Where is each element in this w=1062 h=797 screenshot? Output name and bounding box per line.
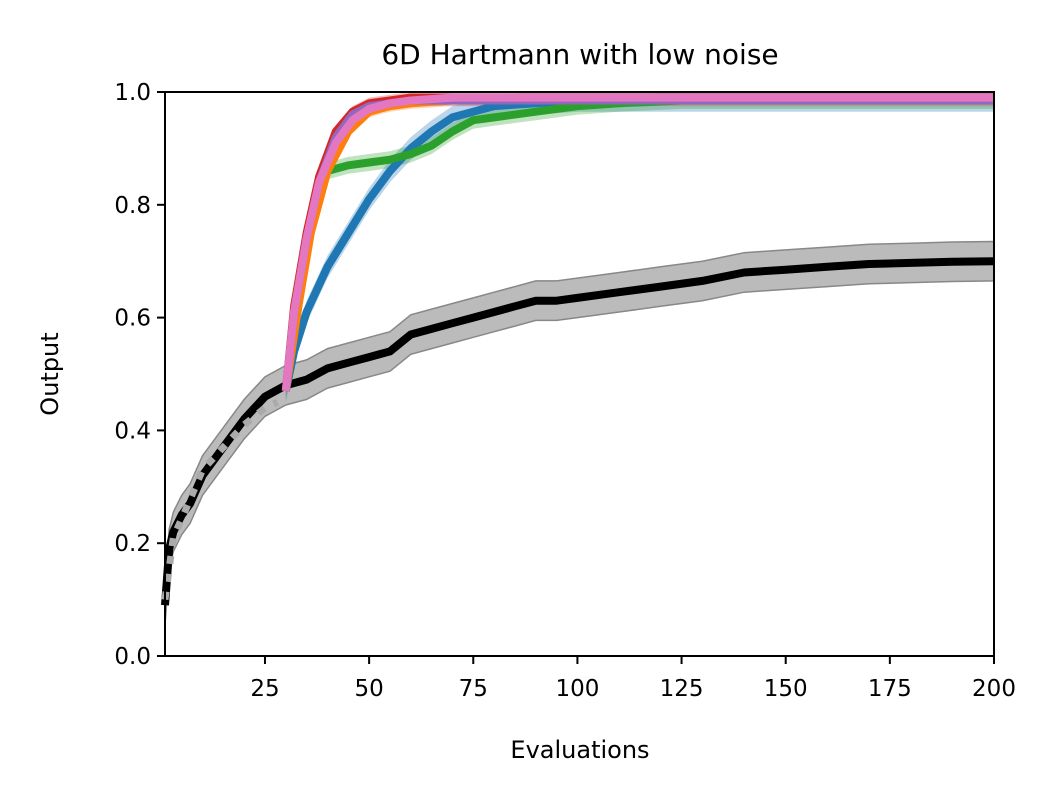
x-axis-label: Evaluations xyxy=(510,736,649,764)
x-tick-label: 150 xyxy=(764,676,808,702)
x-tick-label: 125 xyxy=(660,676,704,702)
x-tick-label: 50 xyxy=(354,676,383,702)
y-tick-label: 0.4 xyxy=(114,418,151,444)
chart-title: 6D Hartmann with low noise xyxy=(381,38,778,71)
line-pink xyxy=(281,93,994,392)
y-tick-label: 0.0 xyxy=(114,644,151,670)
y-tick-label: 0.2 xyxy=(114,531,151,557)
y-tick-label: 0.8 xyxy=(114,193,151,219)
x-tick-label: 25 xyxy=(250,676,279,702)
y-tick-label: 0.6 xyxy=(114,306,151,332)
series-lines xyxy=(161,93,995,606)
y-axis-label: Output xyxy=(36,332,64,415)
line-initial-design xyxy=(161,399,279,601)
x-axis: 25 50 75 100 125 150 175 200 xyxy=(250,656,1016,702)
x-tick-label: 75 xyxy=(459,676,488,702)
plot-frame xyxy=(164,91,995,657)
x-tick-label: 200 xyxy=(972,676,1016,702)
y-tick-label: 1.0 xyxy=(114,80,151,106)
x-tick-label: 100 xyxy=(555,676,599,702)
x-tick-label: 175 xyxy=(868,676,912,702)
y-axis: 0.0 0.2 0.4 0.6 0.8 1.0 xyxy=(114,80,165,670)
